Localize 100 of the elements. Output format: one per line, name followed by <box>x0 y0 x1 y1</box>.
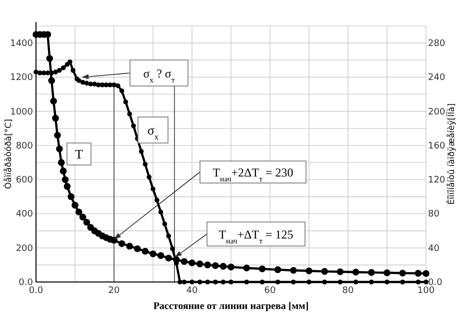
point <box>274 266 282 274</box>
x-tick-label: 0.0 <box>28 286 44 296</box>
point <box>134 245 141 252</box>
point <box>196 260 204 268</box>
point <box>119 88 124 94</box>
point <box>369 280 374 284</box>
point <box>352 268 360 276</box>
point <box>244 280 249 284</box>
point <box>54 132 61 139</box>
point <box>60 168 67 174</box>
series-label: T <box>75 146 84 162</box>
point <box>64 183 71 190</box>
y-tick-label: 200 <box>16 244 34 254</box>
point <box>384 280 390 284</box>
point <box>338 280 343 284</box>
point <box>188 259 196 266</box>
point <box>138 149 144 154</box>
point <box>322 280 327 284</box>
point <box>123 100 128 104</box>
point <box>68 59 72 64</box>
point <box>190 280 194 284</box>
point <box>76 208 82 216</box>
y2-tick-label: 0.0 <box>428 278 443 288</box>
point <box>48 77 55 84</box>
point <box>41 70 46 76</box>
point <box>50 98 57 104</box>
point <box>127 111 132 116</box>
y2-tick-label: 240 <box>428 73 446 84</box>
point <box>62 176 69 183</box>
point <box>414 270 422 277</box>
y-tick-label: 1400 <box>10 39 34 50</box>
point <box>306 280 312 284</box>
point <box>52 114 59 122</box>
y-axis-title: Òåìïåðàòóðà[°C] <box>3 119 14 189</box>
point <box>220 280 226 284</box>
point <box>291 280 296 284</box>
point <box>416 280 421 284</box>
point <box>353 280 358 284</box>
x-axis-title: Расстояние от линии нагрева [мм] <box>153 301 309 312</box>
point <box>306 268 312 274</box>
point <box>60 65 66 70</box>
point <box>336 268 344 276</box>
point <box>79 214 86 221</box>
y-tick-label: 400 <box>16 210 34 220</box>
point <box>228 280 234 284</box>
point <box>213 280 218 284</box>
x-tick-label: 80 <box>342 286 354 296</box>
point <box>243 264 250 272</box>
point <box>68 193 74 200</box>
point <box>162 222 168 226</box>
point <box>118 240 126 247</box>
point <box>142 248 149 255</box>
y2-tick-label: 120 <box>428 176 446 186</box>
point <box>165 254 172 262</box>
point <box>178 280 182 284</box>
point <box>57 68 62 73</box>
y-tick-label: 0.0 <box>18 278 34 288</box>
point <box>258 265 266 272</box>
point <box>399 270 406 277</box>
point <box>228 264 234 270</box>
annotation: σ$_{x}$ ? σ$_{т}$ <box>143 66 176 84</box>
point <box>116 83 120 88</box>
point <box>400 280 405 284</box>
point <box>146 174 152 180</box>
point <box>46 55 54 62</box>
point <box>170 246 175 252</box>
annotation: T$_{нач}$+2ΔT$_{т}$ = 230 <box>212 166 294 183</box>
point <box>424 280 428 284</box>
point <box>58 159 65 166</box>
y2-axis-title: Êîìïîíåíòû íàïðÿæåíèÿ[ÌÏà] <box>446 103 457 205</box>
y2-tick-label: 200 <box>428 107 446 118</box>
point <box>384 269 390 276</box>
point <box>72 202 78 209</box>
point <box>204 262 211 268</box>
point <box>53 70 58 74</box>
y2-tick-label: 40 <box>428 244 440 254</box>
point <box>100 82 105 88</box>
point <box>70 68 76 73</box>
point <box>80 80 86 85</box>
x-tick-label: 40 <box>186 286 198 296</box>
y2-tick-label: 160 <box>428 141 446 152</box>
point <box>45 70 50 76</box>
point <box>166 234 171 238</box>
y2-tick-label: 280 <box>428 39 446 50</box>
point <box>290 266 297 274</box>
point <box>197 280 202 284</box>
series-label: σ$_{x}$ <box>147 122 160 142</box>
point <box>34 70 38 74</box>
point <box>260 280 265 284</box>
point <box>142 162 148 167</box>
y-tick-label: 1200 <box>10 73 34 84</box>
point <box>275 280 280 284</box>
point <box>212 262 219 270</box>
point <box>321 268 328 275</box>
point <box>154 198 160 202</box>
point <box>110 236 118 244</box>
point <box>422 270 430 277</box>
point <box>205 280 210 284</box>
point <box>131 123 136 128</box>
y-tick-label: 600 <box>16 176 34 186</box>
